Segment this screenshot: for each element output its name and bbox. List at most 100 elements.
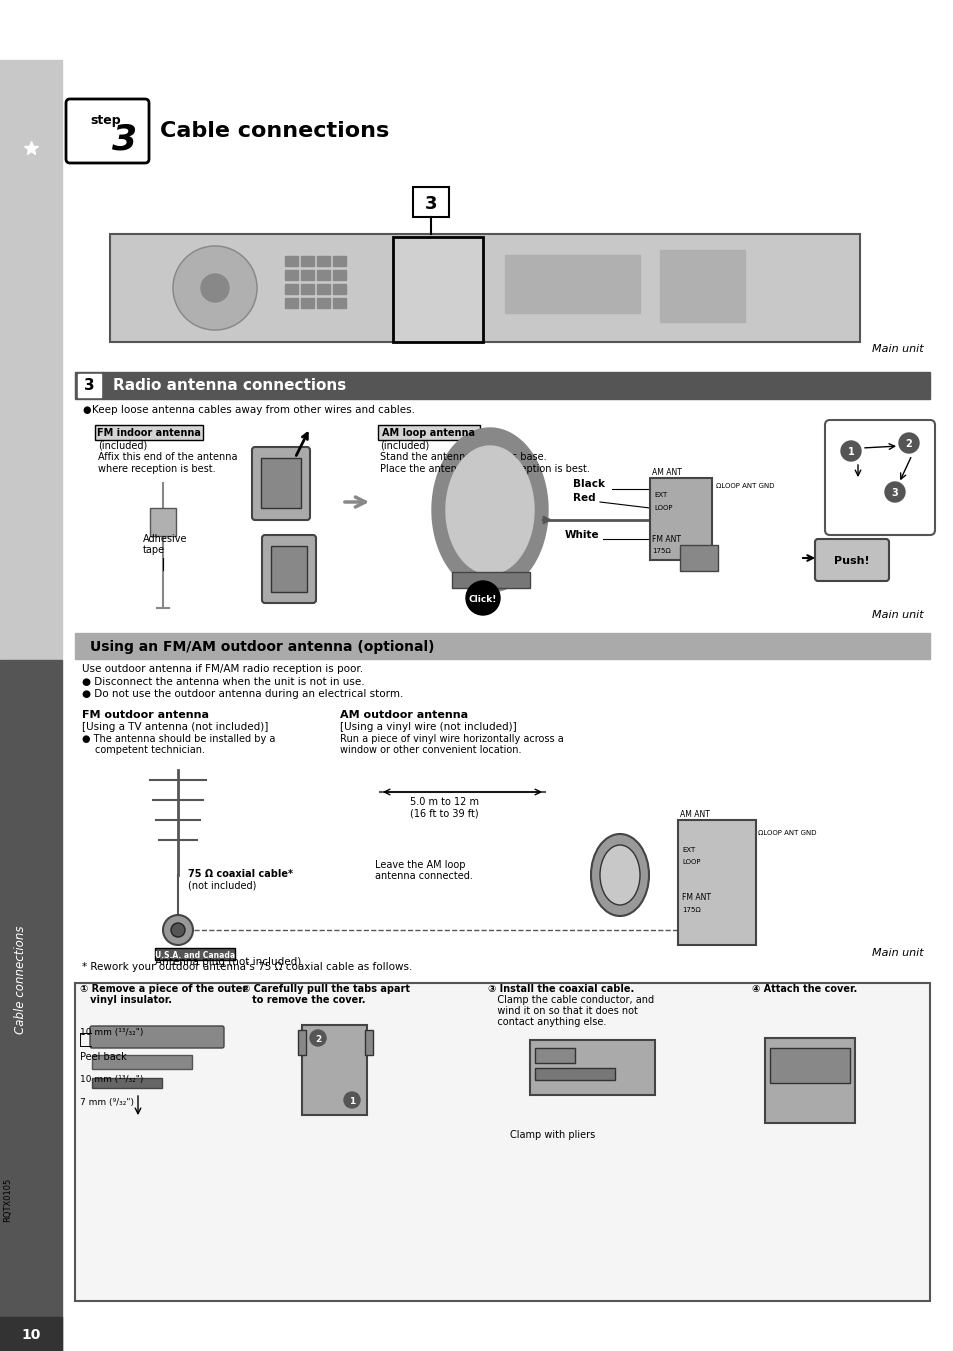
Text: Black: Black bbox=[573, 480, 604, 489]
Circle shape bbox=[898, 434, 918, 453]
Text: (included): (included) bbox=[98, 440, 147, 450]
Text: 10: 10 bbox=[21, 1328, 41, 1342]
Text: EXT: EXT bbox=[654, 492, 666, 499]
Text: to remove the cover.: to remove the cover. bbox=[242, 994, 365, 1005]
Text: ● The antenna should be installed by a: ● The antenna should be installed by a bbox=[82, 734, 275, 744]
Bar bbox=[0, 1317, 62, 1351]
Circle shape bbox=[841, 440, 861, 461]
Text: [Using a vinyl wire (not included)]: [Using a vinyl wire (not included)] bbox=[339, 721, 517, 732]
Text: Red: Red bbox=[573, 493, 595, 503]
Text: AM ANT: AM ANT bbox=[651, 467, 681, 477]
Text: Cable connections: Cable connections bbox=[160, 122, 389, 141]
Ellipse shape bbox=[590, 834, 648, 916]
Bar bbox=[316, 299, 330, 308]
Text: Cable connections: Cable connections bbox=[13, 925, 27, 1035]
Text: 7 mm (⁹/₃₂"): 7 mm (⁹/₃₂") bbox=[80, 1098, 133, 1106]
Text: Main unit: Main unit bbox=[871, 345, 923, 354]
Circle shape bbox=[344, 1092, 359, 1108]
Text: vinyl insulator.: vinyl insulator. bbox=[80, 994, 172, 1005]
FancyBboxPatch shape bbox=[262, 535, 315, 603]
Text: ΩLOOP ANT GND: ΩLOOP ANT GND bbox=[716, 484, 774, 489]
Text: 1: 1 bbox=[846, 447, 854, 457]
FancyBboxPatch shape bbox=[814, 539, 888, 581]
Bar bbox=[678, 820, 755, 944]
Bar bbox=[110, 234, 859, 342]
Text: ④ Attach the cover.: ④ Attach the cover. bbox=[751, 984, 857, 994]
Bar bbox=[333, 255, 346, 266]
Bar bbox=[261, 458, 301, 508]
Text: U.S.A. and Canada: U.S.A. and Canada bbox=[154, 951, 234, 959]
Bar bbox=[530, 1040, 655, 1096]
Bar bbox=[285, 284, 297, 295]
Text: Place the antenna where reception is best.: Place the antenna where reception is bes… bbox=[379, 463, 589, 474]
Text: Push!: Push! bbox=[833, 557, 869, 566]
Text: 2: 2 bbox=[314, 1035, 321, 1043]
Text: (16 ft to 39 ft): (16 ft to 39 ft) bbox=[410, 808, 478, 817]
Text: FM outdoor antenna: FM outdoor antenna bbox=[82, 711, 209, 720]
Text: 3: 3 bbox=[424, 195, 436, 213]
Text: 75 Ω coaxial cable*: 75 Ω coaxial cable* bbox=[188, 869, 293, 880]
Text: Adhesive: Adhesive bbox=[143, 534, 188, 544]
Text: competent technician.: competent technician. bbox=[95, 744, 205, 755]
Bar bbox=[333, 270, 346, 280]
Bar bbox=[75, 634, 929, 659]
Text: AM outdoor antenna: AM outdoor antenna bbox=[339, 711, 468, 720]
Bar bbox=[365, 1029, 373, 1055]
Text: FM ANT: FM ANT bbox=[651, 535, 680, 544]
Text: 175Ω: 175Ω bbox=[651, 549, 670, 554]
Text: contact anything else.: contact anything else. bbox=[488, 1017, 606, 1027]
FancyBboxPatch shape bbox=[90, 1025, 224, 1048]
Text: tape: tape bbox=[143, 544, 165, 555]
Text: Leave the AM loop: Leave the AM loop bbox=[375, 861, 465, 870]
Text: FM indoor antenna: FM indoor antenna bbox=[97, 428, 201, 438]
Bar bbox=[504, 255, 639, 313]
Text: FM ANT: FM ANT bbox=[681, 893, 710, 902]
Text: ΩLOOP ANT GND: ΩLOOP ANT GND bbox=[758, 830, 816, 836]
Text: Using an FM/AM outdoor antenna (optional): Using an FM/AM outdoor antenna (optional… bbox=[90, 640, 434, 654]
Bar bbox=[154, 948, 234, 961]
FancyBboxPatch shape bbox=[824, 420, 934, 535]
Circle shape bbox=[163, 915, 193, 944]
Text: LOOP: LOOP bbox=[681, 859, 700, 865]
Text: Keep loose antenna cables away from other wires and cables.: Keep loose antenna cables away from othe… bbox=[91, 405, 415, 415]
Bar bbox=[302, 1025, 367, 1115]
Bar bbox=[78, 374, 101, 397]
Text: Main unit: Main unit bbox=[871, 611, 923, 620]
Text: (included): (included) bbox=[379, 440, 429, 450]
Bar bbox=[75, 372, 929, 399]
Circle shape bbox=[465, 581, 499, 615]
Text: [Using a TV antenna (not included)]: [Using a TV antenna (not included)] bbox=[82, 721, 268, 732]
Text: Clamp with pliers: Clamp with pliers bbox=[510, 1129, 595, 1140]
Bar bbox=[535, 1069, 615, 1079]
Text: EXT: EXT bbox=[681, 847, 695, 852]
Text: 3: 3 bbox=[891, 488, 898, 499]
Bar bbox=[297, 1029, 306, 1055]
Circle shape bbox=[884, 482, 904, 503]
Bar bbox=[452, 571, 530, 588]
Text: Stand the antenna up on its base.: Stand the antenna up on its base. bbox=[379, 453, 546, 462]
Bar bbox=[301, 284, 314, 295]
Text: 1: 1 bbox=[349, 1097, 355, 1105]
Bar bbox=[333, 284, 346, 295]
Text: * Rework your outdoor antenna’s 75 Ω coaxial cable as follows.: * Rework your outdoor antenna’s 75 Ω coa… bbox=[82, 962, 412, 971]
Text: 5.0 m to 12 m: 5.0 m to 12 m bbox=[410, 797, 478, 807]
Bar bbox=[0, 661, 62, 1351]
Bar bbox=[95, 426, 203, 440]
Polygon shape bbox=[446, 446, 534, 574]
Circle shape bbox=[310, 1029, 326, 1046]
Text: 3: 3 bbox=[112, 123, 137, 157]
Text: ●: ● bbox=[82, 405, 91, 415]
Bar bbox=[316, 255, 330, 266]
Text: Peel back: Peel back bbox=[80, 1052, 127, 1062]
Text: ③ Install the coaxial cable.: ③ Install the coaxial cable. bbox=[488, 984, 634, 994]
Bar bbox=[91, 1078, 162, 1088]
Bar bbox=[769, 1048, 849, 1084]
Text: 2: 2 bbox=[904, 439, 911, 449]
Bar bbox=[649, 478, 711, 561]
Bar bbox=[679, 544, 718, 571]
Bar bbox=[535, 1048, 575, 1063]
Circle shape bbox=[201, 274, 229, 303]
Text: 3: 3 bbox=[84, 378, 94, 393]
Bar bbox=[150, 508, 175, 536]
Bar bbox=[271, 546, 307, 592]
